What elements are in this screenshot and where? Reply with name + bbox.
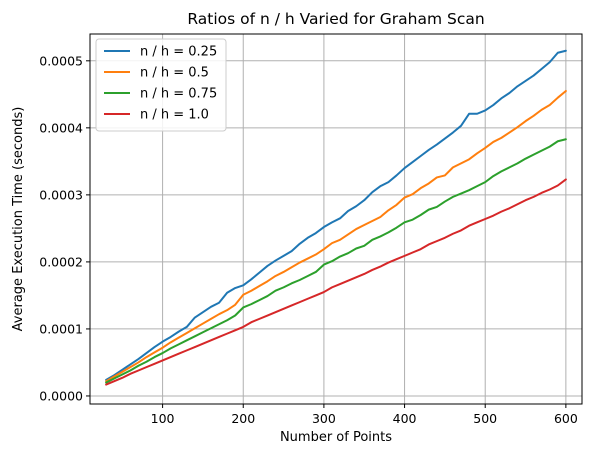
y-tick-label: 0.0004 [39,120,83,135]
series-line-4 [105,178,567,386]
x-tick-label: 500 [473,411,497,426]
chart-title: Ratios of n / h Varied for Graham Scan [187,10,484,28]
y-tick-label: 0.0002 [39,254,83,269]
legend-label-2: n / h = 0.5 [140,66,209,81]
x-tick-label: 300 [312,411,336,426]
x-tick-label: 100 [151,411,175,426]
series-line-1 [105,49,567,381]
y-tick-label: 0.0005 [39,53,83,68]
y-tick-label: 0.0003 [39,187,83,202]
axis-ticks: 100 200 300 400 500 600 0.0000 0.0001 0.0002 0.00… [39,53,578,426]
x-tick-label: 400 [393,411,417,426]
y-tick-label: 0.0000 [39,388,83,403]
x-tick-label: 200 [231,411,255,426]
series-line-2 [105,89,567,383]
x-axis-label: Number of Points [280,430,392,445]
legend-label-4: n / h = 1.0 [140,108,209,123]
plot-series [105,49,567,386]
y-tick-label: 0.0001 [39,321,83,336]
legend-label-3: n / h = 0.75 [140,87,217,102]
y-axis-label: Average Execution Time (seconds) [11,107,26,332]
plot-area-frame [89,33,583,405]
series-line-3 [105,138,567,384]
legend-box [95,38,227,132]
legend: n / h = 0.25 n / h = 0.5 n / h = 0.75 n / h… [95,38,227,132]
x-tick-label: 600 [554,411,578,426]
legend-label-1: n / h = 0.25 [140,45,217,60]
